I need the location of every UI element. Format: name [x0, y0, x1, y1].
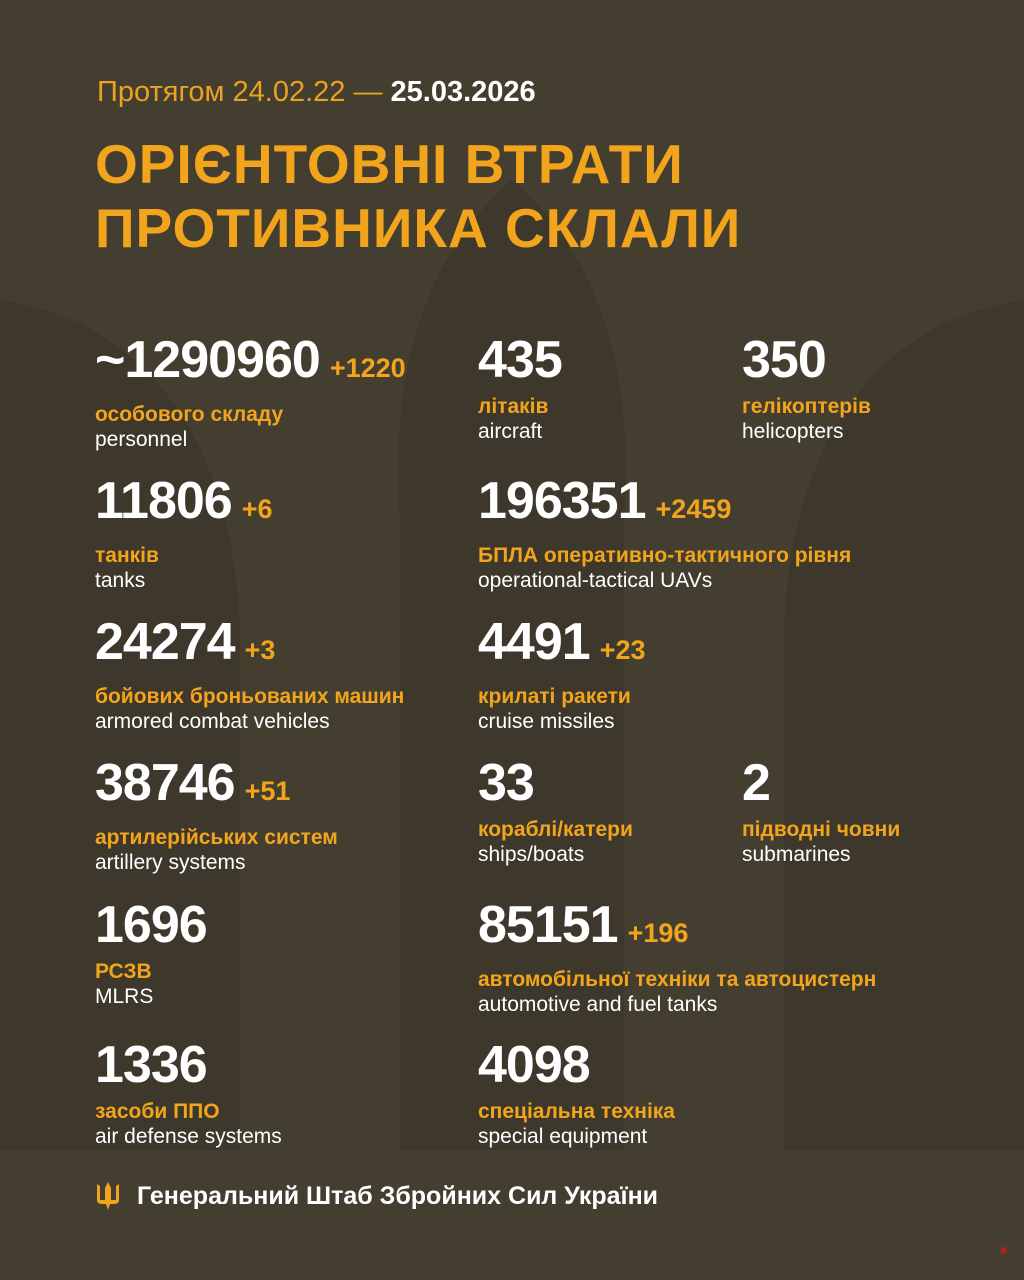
stat-label-en: automotive and fuel tanks — [478, 993, 718, 1016]
stat-aircraft: 435 літаків aircraft — [478, 331, 563, 444]
stat-delta: +23 — [599, 635, 646, 665]
footer: Генеральний Штаб Збройних Сил України — [95, 1180, 658, 1212]
stat-personnel: ~1290960 +1220 особового складу personnel — [95, 332, 406, 452]
stat-number: 196351 — [478, 472, 647, 530]
stat-number: 38746 — [95, 754, 236, 812]
stat-value: 24274 +3 — [95, 614, 404, 678]
stat-label-ua: гелікоптерів — [742, 395, 871, 418]
stat-label-en: operational-tactical UAVs — [478, 569, 713, 592]
stat-artillery-systems: 38746 +51 артилерійських систем artillery… — [95, 755, 338, 875]
stat-number: 1336 — [95, 1036, 208, 1094]
stat-number: 350 — [742, 331, 827, 389]
stat-label-ua: крилаті ракети — [478, 685, 631, 708]
stat-value: 435 — [478, 331, 563, 389]
stat-label-ua: РСЗВ — [95, 960, 152, 983]
stat-label-ua: підводні човни — [742, 818, 901, 841]
stat-number: 4098 — [478, 1036, 591, 1094]
stat-value: 11806 +6 — [95, 473, 273, 537]
stat-cruise-missiles: 4491 +23 крилаті ракети cruise missiles — [478, 614, 646, 734]
stat-label-ua: особового складу — [95, 403, 284, 426]
stat-label-en: cruise missiles — [478, 710, 615, 733]
stat-number: 2 — [742, 754, 771, 812]
stat-value: 4491 +23 — [478, 614, 646, 678]
stat-label-en: aircraft — [478, 420, 543, 443]
stat-number: 11806 — [95, 472, 233, 530]
stat-special-equipment: 4098 спеціальна техніка special equipmen… — [478, 1037, 675, 1149]
stat-number: 4491 — [478, 613, 591, 671]
stat-label-en: artillery systems — [95, 851, 246, 874]
period: Протягом 24.02.22 — 25.03.2026 — [97, 76, 536, 109]
stat-label-ua: кораблі/катери — [478, 818, 633, 841]
stat-value: 85151 +196 — [478, 897, 876, 961]
stat-label-ua: БПЛА оперативно-тактичного рівня — [478, 544, 852, 567]
title-line-1: ОРІЄНТОВНІ ВТРАТИ — [95, 133, 684, 195]
stat-label-en: special equipment — [478, 1125, 648, 1148]
stat-label-en: air defense systems — [95, 1125, 282, 1148]
page-title: ОРІЄНТОВНІ ВТРАТИ ПРОТИВНИКА СКЛАЛИ — [95, 132, 741, 260]
stat-delta: +1220 — [329, 353, 406, 383]
stat-armored-combat-vehicles: 24274 +3 бойових броньованих машин armore… — [95, 614, 404, 734]
stat-number: 435 — [478, 331, 563, 389]
watermark-logo: ◉ — [999, 1245, 1008, 1256]
stat-number: 85151 — [478, 896, 619, 954]
title-line-2: ПРОТИВНИКА СКЛАЛИ — [95, 197, 742, 259]
stat-delta: +196 — [627, 918, 689, 948]
period-start: Протягом 24.02.22 — — [97, 76, 383, 108]
stat-number: 33 — [478, 754, 535, 812]
stat-ships-boats: 33 кораблі/катери ships/boats — [478, 755, 633, 867]
stat-label-en: ships/boats — [478, 843, 585, 866]
stat-label-en: tanks — [95, 569, 146, 592]
stat-label-en: personnel — [95, 428, 188, 451]
stat-mlrs: 1696 РСЗВ MLRS — [95, 896, 208, 1009]
stat-value: 1336 — [95, 1037, 282, 1093]
stat-automotive-and-fuel-tanks: 85151 +196 автомобільної техніки та автоц… — [478, 897, 876, 1017]
stat-delta: +3 — [244, 635, 276, 665]
stat-operational-tactical-uavs: 196351 +2459 БПЛА оперативно-тактичного р… — [478, 473, 851, 593]
stat-value: 38746 +51 — [95, 755, 338, 819]
stat-label-ua: літаків — [478, 395, 549, 418]
stat-number: 24274 — [95, 613, 236, 671]
stat-submarines: 2 підводні човни submarines — [742, 755, 900, 867]
stat-value: 4098 — [478, 1037, 675, 1093]
stat-label-ua: автомобільної техніки та автоцистерн — [478, 968, 877, 991]
stat-delta: +51 — [244, 776, 291, 806]
stat-air-defense-systems: 1336 засоби ППО air defense systems — [95, 1037, 282, 1149]
stat-label-ua: артилерійських систем — [95, 826, 338, 849]
stat-number: ~1290960 — [95, 331, 321, 389]
stat-tanks: 11806 +6 танків tanks — [95, 473, 273, 593]
stat-label-ua: засоби ППО — [95, 1100, 220, 1123]
stat-label-en: armored combat vehicles — [95, 710, 330, 733]
stat-delta: +6 — [241, 494, 273, 524]
stat-value: 196351 +2459 — [478, 473, 851, 537]
trident-icon — [97, 1182, 119, 1210]
stat-label-ua: танків — [95, 544, 159, 567]
stat-value: ~1290960 +1220 — [95, 332, 406, 396]
stat-value: 2 — [742, 755, 900, 811]
stat-value: 350 — [742, 332, 871, 388]
stat-label-ua: спеціальна техніка — [478, 1100, 675, 1123]
stat-label-en: MLRS — [95, 985, 154, 1008]
stat-label-ua: бойових броньованих машин — [95, 685, 405, 708]
stat-number: 1696 — [95, 896, 208, 954]
period-end: 25.03.2026 — [390, 76, 536, 108]
stat-value: 1696 — [95, 896, 208, 954]
stat-label-en: submarines — [742, 843, 851, 866]
footer-text: Генеральний Штаб Збройних Сил України — [137, 1181, 659, 1210]
stat-value: 33 — [478, 755, 633, 811]
stat-helicopters: 350 гелікоптерів helicopters — [742, 332, 871, 444]
stat-delta: +2459 — [655, 494, 732, 524]
stat-label-en: helicopters — [742, 420, 844, 443]
